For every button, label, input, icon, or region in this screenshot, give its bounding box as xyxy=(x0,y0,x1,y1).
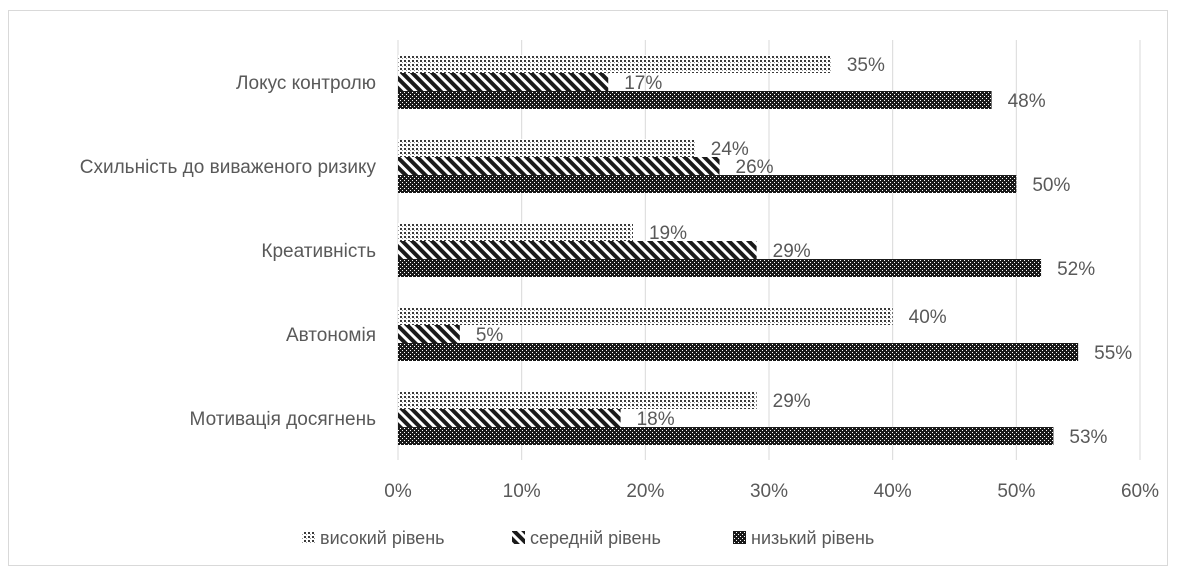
legend-label: низький рівень xyxy=(751,528,874,548)
data-label: 24% xyxy=(711,139,749,160)
x-tick-label: 50% xyxy=(997,481,1035,502)
category-labels: Локус контролю Схильність до виваженого р… xyxy=(80,73,377,430)
category-label: Мотивація досягнень xyxy=(190,409,377,430)
data-label: 5% xyxy=(476,325,504,346)
bar xyxy=(398,259,1042,277)
data-label: 29% xyxy=(773,391,811,412)
data-label: 29% xyxy=(773,241,811,262)
data-label: 48% xyxy=(1008,91,1046,112)
data-label: 17% xyxy=(624,73,662,94)
bar xyxy=(398,391,757,409)
legend-swatch xyxy=(733,531,746,544)
legend-label: середній рівень xyxy=(530,528,661,548)
data-label: 55% xyxy=(1094,343,1132,364)
data-label: 26% xyxy=(736,157,774,178)
data-label: 53% xyxy=(1069,427,1107,448)
x-axis-ticks: 0% 10% 20% 30% 40% 50% 60% xyxy=(384,481,1159,502)
legend-swatch xyxy=(302,531,315,544)
x-tick-label: 30% xyxy=(750,481,788,502)
bars xyxy=(398,55,1079,445)
legend: високий рівень середній рівень низький рів… xyxy=(302,528,874,548)
category-label: Креативність xyxy=(261,241,376,262)
category-label: Схильність до виваженого ризику xyxy=(80,157,377,178)
bar xyxy=(398,139,695,157)
bar xyxy=(398,343,1079,361)
gridlines xyxy=(397,40,1141,460)
bar xyxy=(398,55,831,73)
legend-swatch xyxy=(512,531,525,544)
category-label: Локус контролю xyxy=(236,73,376,94)
bar xyxy=(398,91,992,109)
bar xyxy=(398,223,633,241)
legend-label: високий рівень xyxy=(320,528,445,548)
data-labels: 35% 17% 48% 24%26% 50% 19% 29% 52% 40% 5% 55% 29% 18… xyxy=(476,55,1132,448)
data-label: 40% xyxy=(909,307,947,328)
data-label: 52% xyxy=(1057,259,1095,280)
bar xyxy=(398,73,609,91)
bar xyxy=(398,241,757,259)
x-tick-label: 20% xyxy=(626,481,664,502)
bar xyxy=(398,325,460,343)
x-tick-label: 0% xyxy=(384,481,412,502)
x-tick-label: 60% xyxy=(1121,481,1159,502)
data-label: 18% xyxy=(637,409,675,430)
bar xyxy=(398,307,893,325)
bar xyxy=(398,427,1054,445)
x-tick-label: 40% xyxy=(874,481,912,502)
data-label: 35% xyxy=(847,55,885,76)
bar xyxy=(398,409,621,427)
category-label: Автономія xyxy=(286,325,376,346)
bar xyxy=(398,175,1017,193)
x-tick-label: 10% xyxy=(503,481,541,502)
bar xyxy=(398,157,720,175)
data-label: 19% xyxy=(649,223,687,244)
data-label: 50% xyxy=(1032,175,1070,196)
